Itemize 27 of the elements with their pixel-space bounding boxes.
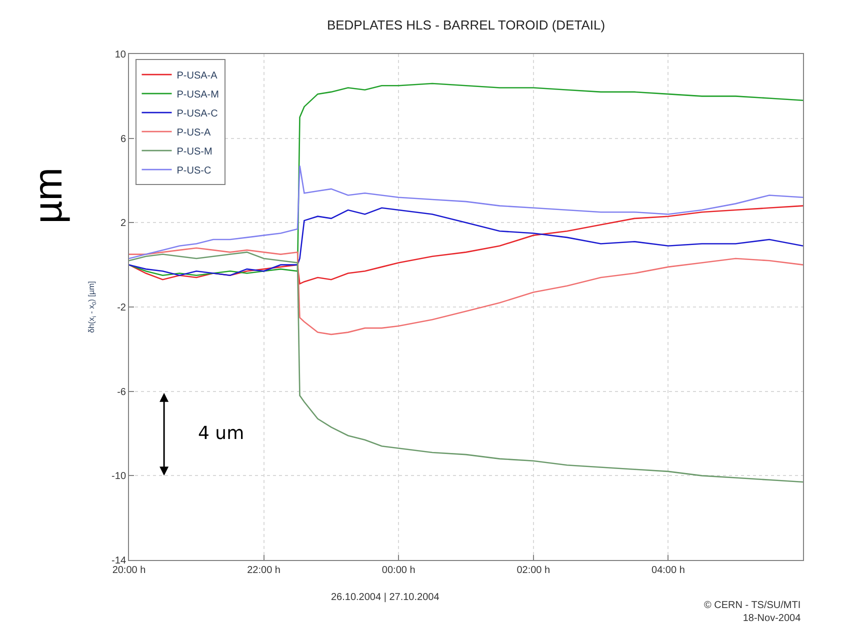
y-tick-label: -2	[117, 302, 126, 314]
text: µm	[26, 167, 70, 224]
x-tick-label: 04:00 h	[652, 565, 685, 576]
legend-label: P-USA-A	[176, 70, 218, 82]
y-tick-label: 6	[120, 134, 126, 145]
y-tick-label: -10	[112, 471, 126, 482]
legend-label: P-USA-C	[176, 108, 218, 120]
line-series	[129, 165, 803, 260]
y-tick-label: -6	[117, 386, 126, 398]
x-tick-label: 00:00 h	[382, 565, 416, 576]
y-tick-label: 10	[114, 50, 126, 60]
line-series	[129, 252, 803, 483]
legend-label: P-US-A	[176, 127, 211, 138]
text: 26.10.2004 | 27.10.2004	[331, 592, 440, 603]
y-tick-label: -14	[112, 556, 126, 566]
legend-label: P-USA-M	[176, 89, 219, 100]
x-tick-label: 20:00 h	[112, 565, 146, 576]
text: © CERN - TS/SU/MTI 18-Nov-2004	[704, 600, 802, 624]
chart-title: BEDPLATES HLS - BARREL TOROID (DETAIL)	[326, 18, 606, 33]
legend-label: P-US-C	[176, 165, 212, 176]
line-series	[129, 247, 803, 336]
annotation: 4 um	[198, 423, 244, 444]
legend-label: P-US-M	[176, 146, 212, 158]
x-tick-label: 02:00 h	[516, 565, 550, 576]
x-tick-label: 22:00 h	[247, 565, 280, 576]
line-series	[129, 82, 803, 276]
y-tick-label: 2	[120, 218, 126, 230]
